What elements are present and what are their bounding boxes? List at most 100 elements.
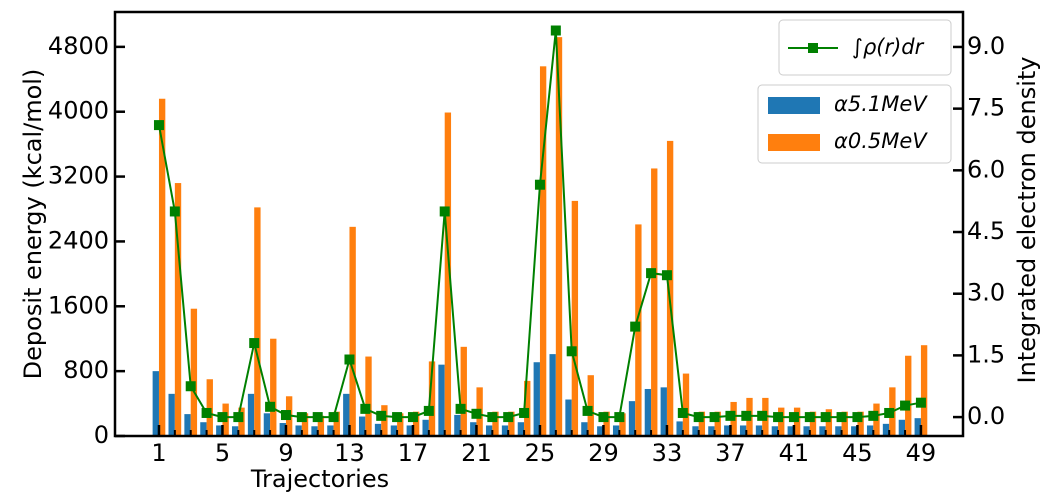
bar [485, 425, 493, 436]
bar [168, 393, 175, 436]
bar [152, 371, 159, 436]
bar [501, 425, 509, 436]
bar [819, 426, 826, 436]
marker [185, 381, 196, 392]
x-tick-label: 37 [715, 439, 746, 467]
y2-tick-label: 1.5 [967, 340, 1005, 368]
bar [714, 411, 721, 436]
bar [311, 426, 318, 436]
marker [487, 412, 498, 423]
bar [333, 411, 340, 436]
bar [787, 426, 794, 436]
bar [365, 356, 372, 436]
marker [773, 412, 784, 423]
marker [233, 412, 244, 423]
bar [327, 425, 334, 436]
bar [771, 426, 779, 436]
bar [581, 422, 588, 436]
bar [660, 387, 667, 436]
marker [392, 412, 403, 423]
bar [349, 226, 356, 436]
bar [397, 413, 404, 436]
bar [644, 388, 652, 436]
marker [630, 321, 641, 332]
marker [265, 401, 276, 412]
x-tick-label: 5 [215, 439, 230, 467]
bar [317, 415, 325, 436]
marker [534, 179, 545, 190]
bar [374, 423, 382, 436]
y2-tick-label: 9.0 [967, 32, 1005, 60]
bar [279, 423, 286, 436]
bar [851, 426, 858, 436]
y2-tick-label: 7.5 [967, 94, 1005, 122]
marker [741, 410, 752, 421]
marker [646, 268, 657, 279]
legend-label: ∫ρ(r)dr [852, 35, 925, 59]
bar [841, 411, 848, 436]
bar [184, 414, 191, 436]
bar [676, 421, 683, 436]
y-tick-label: 4000 [48, 97, 109, 125]
bar [460, 346, 467, 436]
bar [263, 413, 271, 436]
x-tick-label: 9 [278, 439, 293, 467]
bar [597, 426, 604, 436]
bar [739, 425, 747, 436]
bar [295, 425, 302, 436]
y2-tick-label: 0.0 [967, 402, 1005, 430]
marker [280, 410, 291, 421]
marker [582, 405, 593, 416]
bar [555, 37, 563, 437]
x-tick-label: 41 [779, 439, 810, 467]
marker [677, 407, 688, 418]
marker [471, 408, 482, 419]
marker [614, 412, 625, 423]
marker [344, 354, 355, 365]
bar [190, 308, 198, 436]
y-tick-label: 0 [94, 421, 109, 449]
bar [158, 98, 166, 436]
legend-box [778, 19, 952, 76]
y-tick-label: 1600 [48, 291, 109, 319]
bar [882, 423, 890, 436]
bar [628, 401, 636, 436]
marker [360, 403, 371, 414]
bar [200, 422, 207, 436]
marker [296, 412, 307, 423]
bar [603, 411, 610, 436]
x-tick-label: 13 [334, 439, 365, 467]
bar [914, 418, 921, 436]
bar [682, 373, 690, 436]
marker [725, 410, 736, 421]
bar [803, 426, 810, 436]
legend-swatch [768, 134, 820, 151]
bar [619, 413, 626, 436]
bar [254, 207, 261, 436]
marker [661, 270, 672, 281]
bar [724, 425, 731, 436]
x-tick-label: 17 [398, 439, 429, 467]
marker [852, 412, 863, 423]
bar [517, 422, 525, 436]
legend-label: α0.5MeV [834, 129, 928, 153]
marker [328, 412, 339, 423]
marker [217, 412, 228, 423]
marker [249, 338, 260, 349]
y-tick-label: 3200 [48, 162, 109, 190]
marker [757, 410, 768, 421]
bar [651, 168, 658, 436]
legend-label: α5.1MeV [834, 92, 928, 116]
bar [708, 426, 715, 436]
bar [270, 338, 277, 436]
bar [444, 112, 452, 437]
bar [406, 425, 413, 436]
y-tick-label: 800 [63, 356, 109, 384]
bar [825, 409, 833, 436]
marker [900, 400, 911, 411]
marker [693, 412, 704, 423]
bar [692, 426, 699, 436]
x-tick-label: 33 [652, 439, 683, 467]
bar [358, 416, 366, 436]
bar [549, 354, 556, 436]
